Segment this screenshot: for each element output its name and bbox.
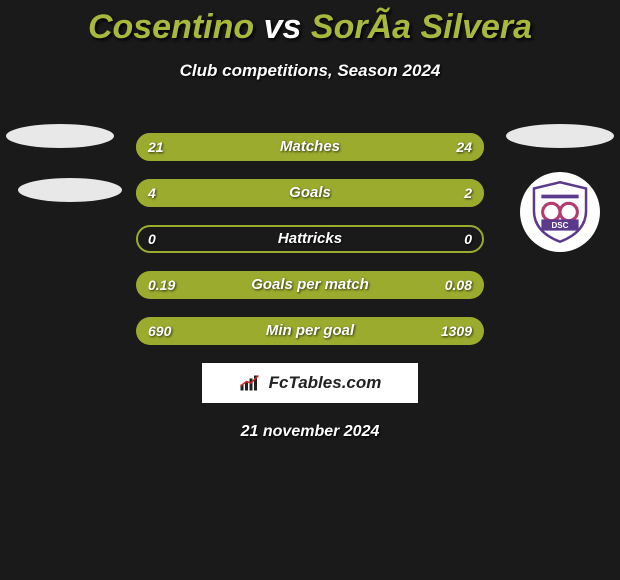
brand-box: FcTables.com [202, 363, 418, 403]
comparison-card: Cosentino vs SorÃ­a Silvera Club competi… [0, 0, 620, 441]
player2-club-logo: DSC [520, 172, 600, 252]
player1-badge-placeholder-2 [18, 178, 122, 202]
svg-text:DSC: DSC [552, 221, 569, 230]
bar-chart-icon [239, 373, 263, 393]
subtitle: Club competitions, Season 2024 [0, 61, 620, 81]
brand-text: FcTables.com [269, 373, 382, 393]
player2-badge-placeholder-1 [506, 124, 614, 148]
player1-badge-placeholder-1 [6, 124, 114, 148]
stat-label: Matches [136, 133, 484, 161]
stat-label: Min per goal [136, 317, 484, 345]
stat-label: Goals per match [136, 271, 484, 299]
stat-row-goals: 4 2 Goals [136, 179, 484, 207]
stat-row-gpm: 0.19 0.08 Goals per match [136, 271, 484, 299]
stat-label: Hattricks [136, 225, 484, 253]
page-title: Cosentino vs SorÃ­a Silvera [0, 0, 620, 47]
vs-text: vs [264, 8, 302, 46]
stat-label: Goals [136, 179, 484, 207]
stat-row-matches: 21 24 Matches [136, 133, 484, 161]
player1-name: Cosentino [88, 8, 254, 46]
defensor-logo-icon: DSC [529, 181, 591, 243]
stat-row-hattricks: 0 0 Hattricks [136, 225, 484, 253]
date-text: 21 november 2024 [0, 423, 620, 441]
player2-name: SorÃ­a Silvera [311, 8, 532, 46]
stat-row-mpg: 690 1309 Min per goal [136, 317, 484, 345]
